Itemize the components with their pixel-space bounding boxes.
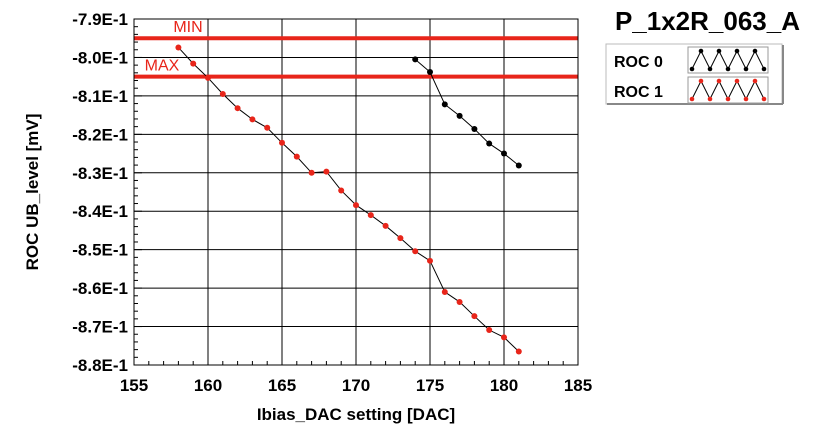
legend-marker-roc-1 [725,96,731,102]
data-series [175,44,522,355]
data-point-roc-1 [308,169,315,176]
data-point-roc-1 [205,74,211,81]
data-point-roc-1 [293,153,300,160]
y-tick-label: -8.8E-1 [72,356,128,375]
legend-label-roc-1: ROC 1 [614,84,663,101]
legend-marker-roc-0 [734,48,740,54]
x-tick-label: 160 [194,376,222,395]
data-point-roc-1 [279,139,285,146]
data-point-roc-0 [486,140,493,147]
data-point-roc-1 [382,222,389,229]
data-point-roc-1 [501,334,507,341]
y-tick-label: -8.1E-1 [72,87,128,106]
data-point-roc-1 [234,105,241,112]
legend-marker-roc-0 [716,48,722,54]
data-point-roc-0 [412,56,419,63]
legend-marker-roc-0 [689,66,695,72]
series-line-roc-1 [178,47,520,352]
data-point-roc-0 [456,112,463,119]
data-point-roc-0 [427,69,433,76]
legend-marker-roc-0 [698,48,704,54]
x-tick-label: 165 [268,376,296,395]
legend-marker-roc-0 [707,66,713,72]
data-point-roc-1 [441,288,448,295]
legend: ROC 0 ROC 1 [605,43,784,105]
limit-label-min: MIN [173,19,202,36]
y-tick-label: -8.6E-1 [72,279,128,298]
legend-marker-roc-1 [689,96,695,102]
axis-ticks [133,18,579,366]
data-point-roc-1 [456,298,463,305]
data-point-roc-1 [367,212,374,219]
legend-marker-roc-0 [752,48,758,54]
y-axis-title: ROC UB_level [mV] [23,114,42,271]
y-tick-labels: -7.9E-1 -8.0E-1 -8.1E-1 -8.2E-1 -8.3E-1 -8.4E… [72,10,128,375]
y-tick-label: -8.2E-1 [72,125,128,144]
data-point-roc-1 [264,124,271,131]
y-tick-label: -8.4E-1 [72,202,128,221]
y-tick-label: -8.0E-1 [72,48,128,67]
data-point-roc-0 [471,125,478,132]
legend-marker-roc-1 [716,78,722,84]
x-tick-label: 180 [490,376,518,395]
data-point-roc-1 [427,257,433,264]
data-point-roc-1 [219,90,226,97]
data-point-roc-1 [486,327,493,334]
legend-marker-roc-1 [707,96,713,102]
legend-marker-roc-0 [743,66,749,72]
data-point-roc-0 [501,150,507,157]
y-tick-label: -8.7E-1 [72,318,128,337]
data-point-roc-1 [471,313,478,320]
data-point-roc-1 [412,248,419,255]
legend-marker-roc-0 [761,66,767,72]
x-tick-label: 155 [120,376,148,395]
data-point-roc-0 [441,101,448,108]
x-tick-label: 185 [564,376,592,395]
legend-marker-roc-1 [752,78,758,84]
legend-label-roc-0: ROC 0 [614,54,663,71]
data-point-roc-1 [353,202,359,209]
data-point-roc-1 [515,348,522,355]
legend-marker-roc-1 [698,78,704,84]
x-tick-labels: 155 160 165 170 175 180 185 [120,376,592,395]
y-tick-label: -7.9E-1 [72,10,128,29]
x-tick-label: 170 [342,376,370,395]
data-point-roc-1 [397,235,404,242]
x-tick-label: 175 [416,376,444,395]
legend-marker-roc-1 [734,78,740,84]
legend-marker-roc-1 [743,96,749,102]
data-point-roc-1 [249,116,256,123]
legend-marker-roc-1 [761,96,767,102]
data-point-roc-1 [190,60,197,67]
data-point-roc-1 [323,168,330,175]
x-axis-title: Ibias_DAC setting [DAC] [257,405,455,424]
data-point-roc-0 [515,162,522,169]
limit-label-max: MAX [145,58,180,75]
y-tick-label: -8.3E-1 [72,164,128,183]
data-point-roc-1 [175,44,182,51]
chart-title: P_1x2R_063_A [615,6,800,36]
y-tick-label: -8.5E-1 [72,241,128,260]
data-point-roc-1 [338,187,345,194]
legend-marker-roc-0 [725,66,731,72]
